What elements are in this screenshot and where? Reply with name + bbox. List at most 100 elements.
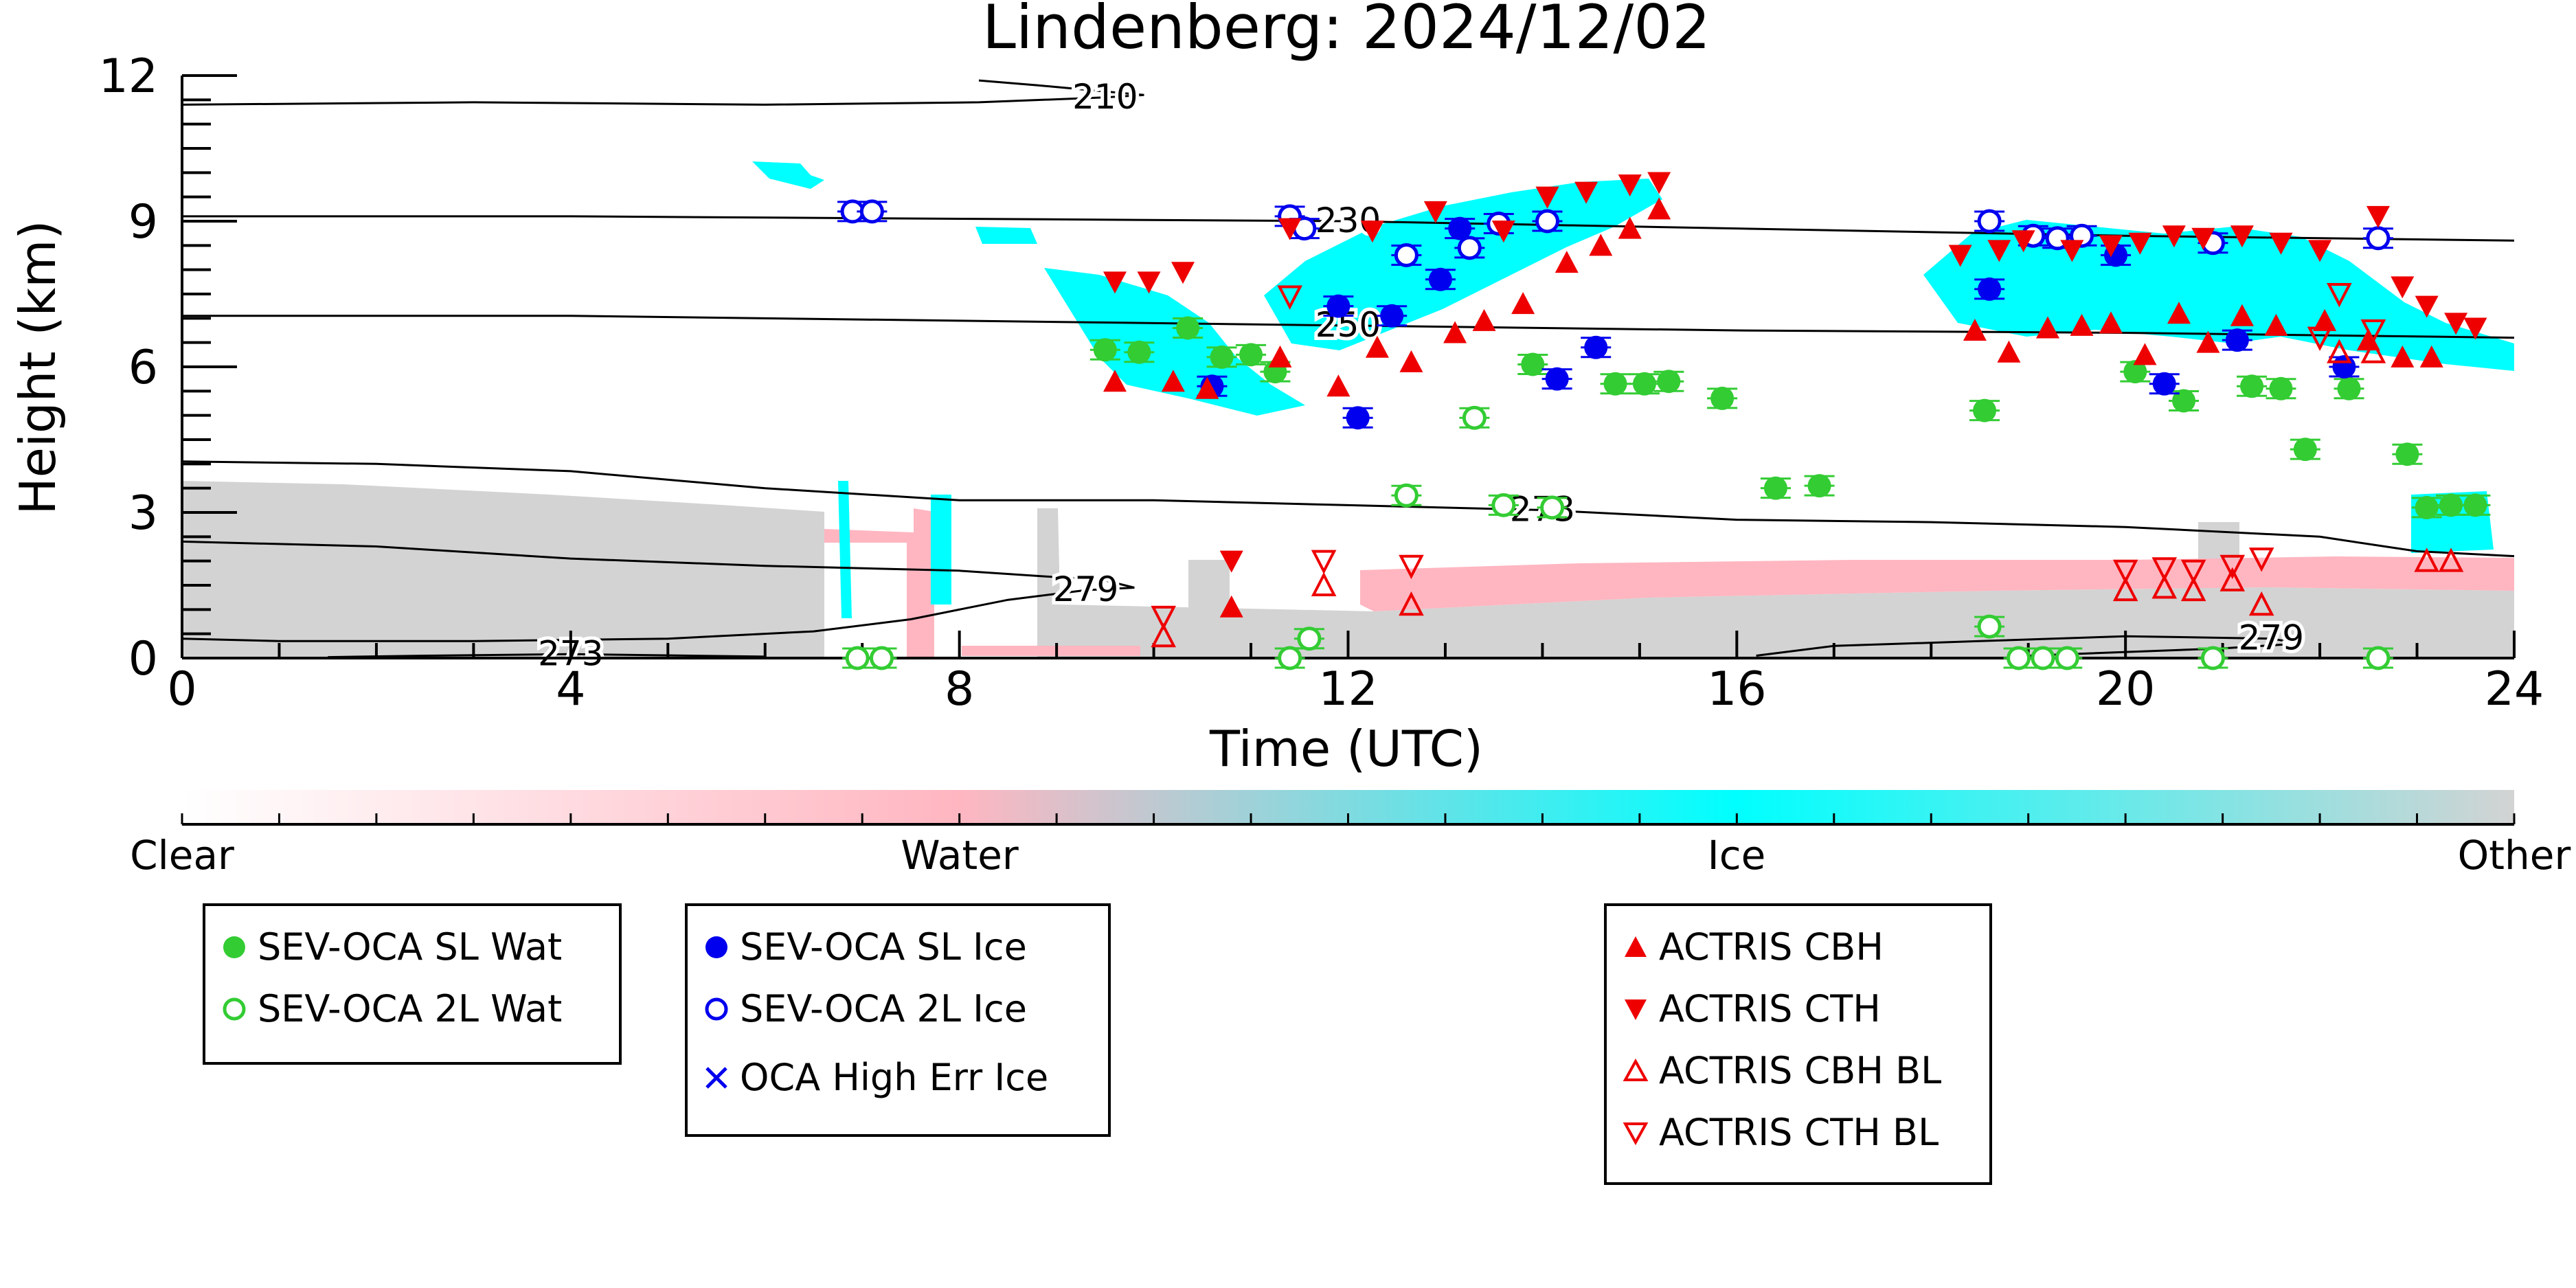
legend-label: ACTRIS CBH: [1659, 925, 1884, 969]
legend-item: SEV-OCA 2L Wat: [205, 982, 619, 1037]
colorbar-label-other: Other: [2458, 832, 2571, 879]
contour-line: [181, 79, 1144, 106]
data-point: [2439, 493, 2463, 517]
data-point: [2099, 235, 2123, 258]
data-point: [1278, 646, 1302, 670]
data-point: [2225, 328, 2249, 352]
data-point: [1647, 197, 1671, 220]
data-point: [1161, 370, 1185, 392]
water-region: [962, 646, 1140, 656]
data-point: [2269, 376, 2293, 400]
data-point: [2366, 205, 2390, 228]
data-point: [2444, 313, 2468, 335]
data-point: [1268, 345, 1292, 368]
x-mark-icon: [705, 1067, 727, 1089]
legend-label: SEV-OCA 2L Ice: [740, 987, 1027, 1030]
water-region: [1360, 556, 2514, 611]
data-point: [1151, 622, 1177, 648]
data-point: [1511, 292, 1535, 315]
data-point: [1278, 218, 1302, 240]
open-circle-icon: [705, 997, 728, 1021]
filled-triangle-up-icon: [1625, 936, 1647, 957]
data-point: [2438, 547, 2464, 572]
data-point: [1346, 406, 1370, 430]
data-point: [870, 646, 894, 670]
data-point: [2415, 495, 2439, 519]
ice-region: [752, 161, 824, 189]
data-point: [1239, 343, 1263, 367]
ice-region: [931, 495, 951, 605]
other-region: [1058, 587, 2514, 658]
x-tick-label: 20: [2096, 662, 2156, 716]
y-tick-label: 0: [128, 632, 158, 686]
ice-region: [1264, 179, 1662, 350]
data-point: [1535, 209, 1559, 234]
data-point: [1399, 350, 1423, 372]
data-point: [1448, 216, 1472, 240]
data-point: [1176, 316, 1200, 340]
data-point: [1973, 398, 1997, 422]
data-point: [1423, 201, 1447, 223]
data-point: [1963, 319, 1987, 341]
data-point: [1540, 495, 1565, 520]
legend-label: OCA High Err Ice: [740, 1056, 1049, 1099]
x-tick-label: 4: [556, 662, 585, 716]
data-point: [1103, 370, 1127, 392]
data-point: [2128, 232, 2152, 255]
data-point: [1574, 181, 1598, 204]
data-point: [1394, 483, 1419, 508]
data-point: [2180, 576, 2206, 602]
data-point: [2152, 372, 2176, 396]
data-point: [1987, 240, 2011, 262]
data-point: [1807, 474, 1831, 498]
legend-item: OCA High Err Ice: [688, 1050, 1108, 1105]
open-triangle-up-icon: [1623, 1058, 1649, 1081]
contour-line: [182, 315, 2515, 339]
legend-label: ACTRIS CTH BL: [1659, 1111, 1939, 1154]
data-point: [1555, 251, 1579, 273]
filled-circle-icon: [223, 936, 245, 958]
data-point: [2162, 225, 2186, 248]
data-point: [2337, 376, 2361, 400]
contour-label: 210: [1072, 77, 1138, 117]
x-tick-label: 8: [945, 662, 974, 716]
colorbar-ticks: [181, 813, 2516, 826]
data-point: [1535, 186, 1559, 209]
data-point: [2230, 225, 2254, 248]
data-point: [2011, 230, 2035, 253]
y-tick-label: 3: [128, 486, 158, 541]
data-point: [1151, 605, 1177, 631]
legend-label: SEV-OCA 2L Wat: [258, 987, 563, 1030]
data-point: [1977, 209, 2002, 234]
data-point: [2366, 646, 2391, 670]
data-point: [2172, 389, 2196, 413]
ice-region: [838, 481, 852, 618]
data-point: [2180, 559, 2206, 585]
axes: 0 4 8 12 16 20 24 0 3 6 9 12: [98, 49, 2544, 716]
contour-line: [1756, 635, 2301, 657]
filled-circle-icon: [705, 936, 727, 958]
ice-region: [975, 227, 1037, 244]
contour-line: [181, 460, 2515, 558]
legend-label: ACTRIS CBH BL: [1659, 1049, 1942, 1092]
data-point: [2070, 313, 2094, 336]
data-point: [1948, 245, 1972, 267]
data-point: [1491, 493, 1516, 517]
data-point: [2112, 576, 2138, 602]
x-tick-label: 0: [167, 662, 196, 716]
legend-item: ACTRIS CTH: [1607, 982, 1989, 1037]
data-point: [1589, 234, 1613, 256]
legend-label: SEV-OCA SL Ice: [740, 925, 1027, 969]
data-point: [1311, 572, 1337, 596]
legend-item: SEV-OCA SL Wat: [205, 920, 619, 975]
data-point: [1394, 242, 1419, 267]
legend-item: ACTRIS CBH: [1607, 920, 1989, 975]
legend-item: ACTRIS CTH BL: [1607, 1105, 1989, 1160]
data-point: [2200, 646, 2225, 670]
data-point: [1977, 614, 2002, 639]
data-point: [2360, 319, 2386, 344]
contour-label: 250: [1315, 305, 1381, 345]
data-point: [2248, 591, 2274, 616]
contour-line: [181, 540, 1135, 642]
